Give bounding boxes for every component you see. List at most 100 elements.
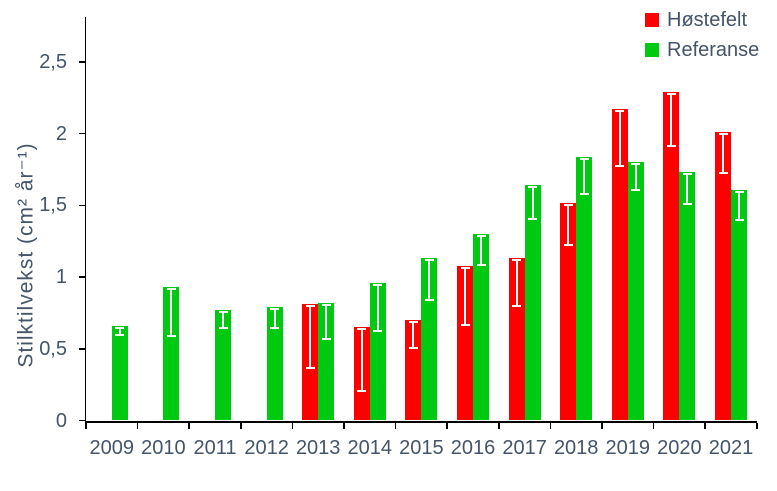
- error-bar-cap: [270, 308, 280, 311]
- legend-label-hostefelt: Høstefelt: [667, 9, 748, 31]
- error-bar-line: [618, 110, 621, 166]
- x-tick-label-2016: 2016: [450, 437, 496, 459]
- error-bar-cap: [512, 259, 522, 262]
- error-bar-cap: [615, 110, 625, 113]
- bar-hostefelt-2015: [405, 320, 422, 421]
- x-tick: [704, 422, 706, 429]
- legend-item-hostefelt: Høstefelt: [645, 9, 759, 31]
- error-bar-cap: [512, 305, 522, 308]
- error-bar-cap: [734, 219, 744, 222]
- error-bar-cap: [528, 186, 538, 189]
- error-bar-cap: [305, 366, 315, 369]
- x-tick: [394, 422, 397, 429]
- x-tick: [498, 422, 500, 429]
- error-bar-cap: [166, 288, 176, 291]
- y-tick-label: 2,5: [39, 51, 67, 73]
- x-tick-label-2009: 2009: [89, 437, 135, 459]
- error-bar-cap: [424, 299, 434, 302]
- error-bar-line: [118, 326, 121, 335]
- error-bar-cap: [460, 323, 470, 326]
- x-tick-label-2013: 2013: [295, 437, 341, 459]
- error-bar-line: [670, 93, 673, 146]
- error-bar-cap: [666, 93, 676, 96]
- bar-hostefelt-2021: [715, 132, 731, 421]
- error-bar-line: [428, 259, 431, 301]
- error-bar-line: [412, 321, 415, 348]
- error-bar-cap: [579, 157, 589, 160]
- error-bar-cap: [115, 333, 125, 336]
- error-bar-cap: [718, 171, 728, 174]
- legend-label-referanse: Referanse: [667, 39, 760, 61]
- x-tick-label-2010: 2010: [141, 437, 186, 459]
- x-tick-label-2017: 2017: [502, 437, 547, 459]
- x-tick: [652, 422, 655, 429]
- error-bar-line: [567, 203, 570, 245]
- y-tick-label: 2: [55, 122, 67, 145]
- legend-swatch-referanse: [645, 43, 659, 57]
- bar-referanse-2018: [576, 156, 593, 421]
- bar-referanse-2017: [524, 185, 541, 421]
- error-bar-line: [583, 157, 586, 195]
- error-bar-cap: [563, 243, 573, 246]
- error-bar-line: [170, 288, 173, 337]
- x-tick: [136, 422, 139, 429]
- error-bar-line: [464, 266, 466, 325]
- bar-hostefelt-2018: [560, 202, 577, 421]
- bar-referanse-2016: [473, 234, 489, 421]
- x-tick: [549, 422, 552, 429]
- y-tick: [78, 348, 85, 350]
- error-bar-cap: [373, 283, 383, 286]
- x-tick-label-2011: 2011: [193, 437, 237, 459]
- error-bar-line: [686, 173, 689, 205]
- error-bar-cap: [270, 326, 280, 329]
- bar-hostefelt-2016: [457, 265, 473, 421]
- y-tick: [78, 204, 85, 207]
- error-bar-line: [360, 328, 363, 391]
- bar-referanse-2020: [679, 172, 696, 421]
- x-tick: [601, 422, 603, 429]
- legend-item-referanse: Referanse: [645, 39, 760, 61]
- error-bar-line: [634, 163, 637, 191]
- legend-swatch-hostefelt: [645, 13, 659, 27]
- x-tick: [343, 422, 345, 429]
- y-tick-label: 0,5: [39, 337, 67, 360]
- x-tick: [240, 422, 242, 429]
- error-bar-cap: [357, 389, 367, 392]
- error-bar-cap: [218, 326, 228, 329]
- bar-referanse-2015: [421, 258, 438, 421]
- bar-referanse-2014: [369, 282, 386, 421]
- legend: Høstefelt Referanse: [645, 9, 760, 73]
- error-bar-cap: [718, 133, 728, 136]
- y-tick: [78, 419, 85, 422]
- error-bar-cap: [615, 164, 625, 167]
- bar-referanse-2021: [731, 189, 747, 421]
- x-tick-label-2018: 2018: [553, 437, 599, 459]
- bar-hostefelt-2020: [663, 92, 680, 421]
- error-bar-cap: [166, 335, 176, 338]
- error-bar-cap: [682, 203, 692, 206]
- error-bar-cap: [373, 329, 383, 332]
- error-bar-cap: [476, 235, 486, 238]
- y-axis-line: [84, 17, 86, 423]
- error-bar-cap: [631, 189, 641, 192]
- x-tick-label-2019: 2019: [605, 437, 651, 459]
- error-bar-cap: [305, 305, 315, 308]
- error-bar-line: [325, 303, 328, 340]
- error-bar-line: [531, 186, 534, 219]
- x-tick: [188, 422, 190, 429]
- error-bar-cap: [682, 173, 692, 176]
- y-tick-label: 0: [55, 409, 67, 432]
- error-bar-cap: [734, 190, 744, 193]
- error-bar-cap: [563, 203, 573, 206]
- bar-hostefelt-2019: [611, 109, 628, 421]
- error-bar-cap: [476, 263, 486, 266]
- bar-referanse-2012: [266, 307, 283, 421]
- bar-referanse-2009: [111, 325, 128, 421]
- error-bar-line: [480, 235, 482, 265]
- error-bar-cap: [528, 217, 538, 220]
- y-tick: [78, 132, 85, 135]
- y-tick: [78, 276, 85, 278]
- error-bar-cap: [408, 346, 418, 349]
- error-bar-cap: [218, 311, 228, 314]
- error-bar-cap: [408, 321, 418, 324]
